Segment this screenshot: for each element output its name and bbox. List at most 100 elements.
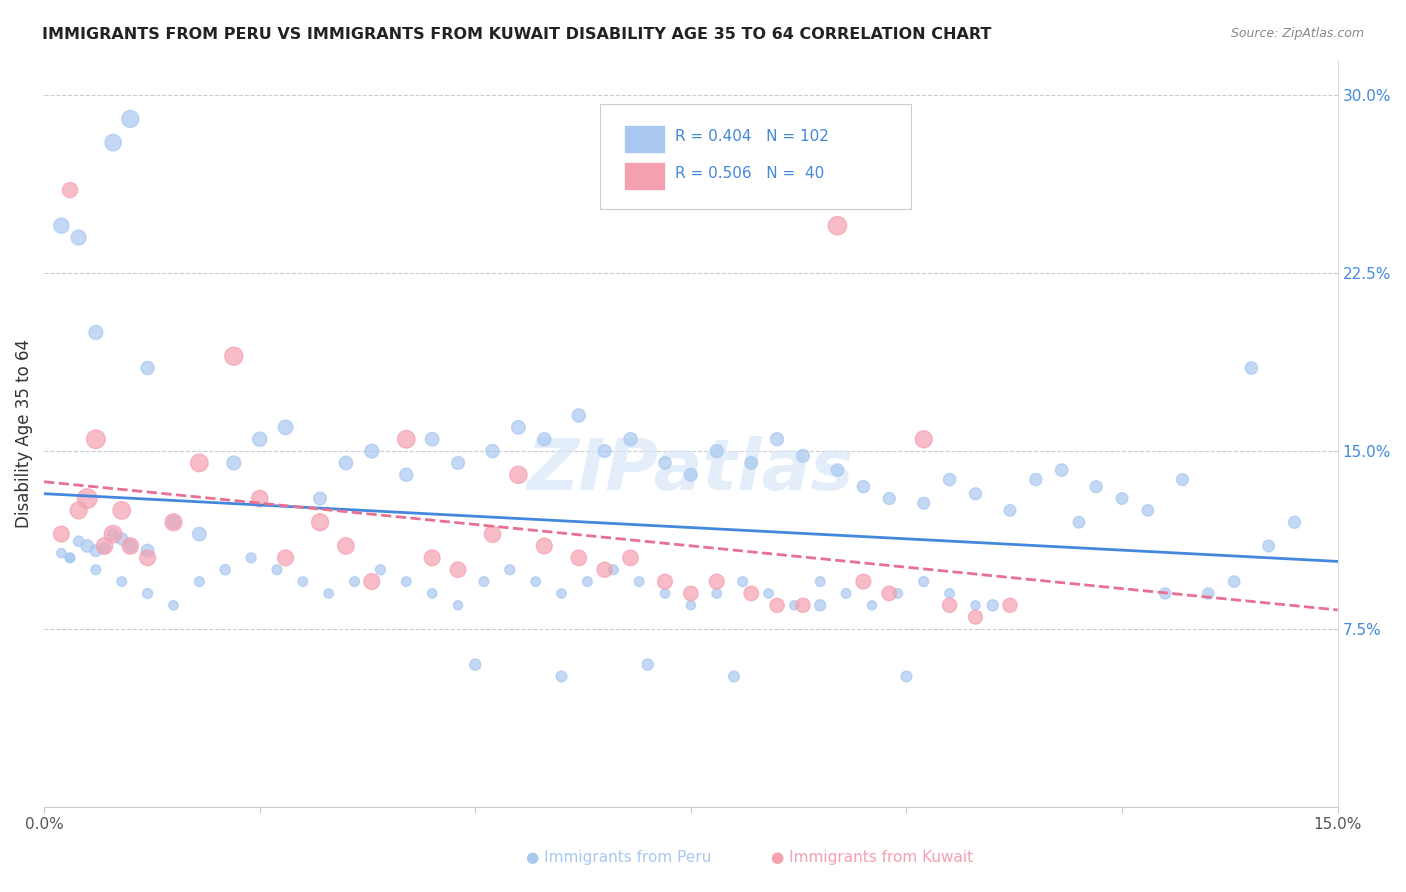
- Point: [162, 515, 184, 529]
- Point: [111, 574, 134, 589]
- Point: [938, 599, 960, 613]
- Point: [136, 586, 159, 600]
- Point: [827, 219, 849, 233]
- Point: [335, 539, 357, 553]
- Point: [120, 539, 142, 553]
- Point: [568, 550, 591, 565]
- Point: [1067, 515, 1090, 529]
- Point: [860, 599, 883, 613]
- Point: [420, 550, 443, 565]
- Point: [93, 539, 115, 553]
- Point: [912, 432, 935, 446]
- Point: [447, 456, 470, 470]
- Point: [965, 599, 987, 613]
- Point: [1136, 503, 1159, 517]
- Point: [1257, 539, 1279, 553]
- Point: [792, 599, 814, 613]
- Point: [222, 349, 245, 363]
- Point: [67, 503, 90, 517]
- Point: [59, 550, 82, 565]
- Point: [827, 463, 849, 477]
- Point: [912, 574, 935, 589]
- Point: [84, 543, 107, 558]
- Point: [360, 574, 382, 589]
- FancyBboxPatch shape: [624, 162, 665, 190]
- Point: [101, 136, 124, 150]
- Point: [1240, 361, 1263, 376]
- Point: [59, 550, 82, 565]
- Point: [76, 539, 98, 553]
- Point: [51, 219, 73, 233]
- Point: [67, 230, 90, 244]
- Point: [654, 574, 676, 589]
- Point: [524, 574, 547, 589]
- Point: [877, 491, 900, 506]
- Point: [222, 456, 245, 470]
- Point: [1154, 586, 1177, 600]
- Point: [472, 574, 495, 589]
- Point: [274, 550, 297, 565]
- Point: [508, 467, 530, 482]
- Point: [998, 503, 1021, 517]
- Point: [981, 599, 1004, 613]
- Point: [481, 444, 503, 458]
- Point: [593, 444, 616, 458]
- Point: [758, 586, 780, 600]
- Text: ZIPatlas: ZIPatlas: [527, 436, 855, 505]
- Point: [249, 491, 271, 506]
- Text: Source: ZipAtlas.com: Source: ZipAtlas.com: [1230, 27, 1364, 40]
- Point: [1284, 515, 1306, 529]
- Point: [1171, 473, 1194, 487]
- Point: [896, 669, 918, 683]
- Point: [291, 574, 314, 589]
- Point: [84, 563, 107, 577]
- Point: [679, 586, 702, 600]
- Point: [568, 409, 591, 423]
- Point: [499, 563, 522, 577]
- Point: [249, 432, 271, 446]
- Point: [343, 574, 366, 589]
- Point: [619, 432, 641, 446]
- Point: [266, 563, 288, 577]
- Point: [59, 183, 82, 197]
- Point: [162, 515, 184, 529]
- Point: [679, 467, 702, 482]
- Point: [101, 527, 124, 541]
- Point: [1050, 463, 1073, 477]
- Point: [783, 599, 806, 613]
- Point: [51, 546, 73, 560]
- Point: [740, 456, 762, 470]
- Point: [550, 669, 572, 683]
- Point: [965, 487, 987, 501]
- Point: [766, 432, 789, 446]
- Point: [309, 491, 332, 506]
- Point: [887, 586, 910, 600]
- Point: [706, 586, 728, 600]
- Point: [120, 539, 142, 553]
- Point: [51, 527, 73, 541]
- Point: [628, 574, 651, 589]
- Point: [136, 550, 159, 565]
- Point: [912, 496, 935, 510]
- Text: ● Immigrants from Peru: ● Immigrants from Peru: [526, 850, 711, 865]
- Point: [723, 669, 745, 683]
- Point: [111, 532, 134, 546]
- Point: [654, 586, 676, 600]
- Point: [938, 473, 960, 487]
- Point: [808, 574, 831, 589]
- Point: [1085, 480, 1108, 494]
- Point: [318, 586, 340, 600]
- Point: [593, 563, 616, 577]
- Point: [852, 480, 875, 494]
- Point: [1025, 473, 1047, 487]
- Point: [808, 599, 831, 613]
- Text: R = 0.506   N =  40: R = 0.506 N = 40: [675, 167, 824, 181]
- Text: IMMIGRANTS FROM PERU VS IMMIGRANTS FROM KUWAIT DISABILITY AGE 35 TO 64 CORRELATI: IMMIGRANTS FROM PERU VS IMMIGRANTS FROM …: [42, 27, 991, 42]
- FancyBboxPatch shape: [624, 125, 665, 153]
- Point: [120, 112, 142, 126]
- FancyBboxPatch shape: [600, 104, 911, 209]
- Point: [619, 550, 641, 565]
- Point: [360, 444, 382, 458]
- Point: [508, 420, 530, 434]
- Point: [395, 432, 418, 446]
